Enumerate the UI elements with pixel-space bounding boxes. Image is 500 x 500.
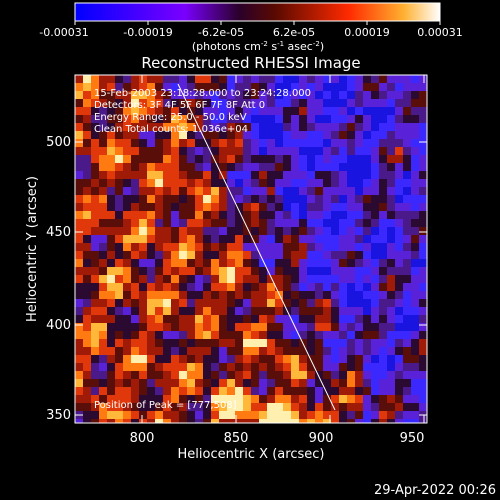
x-tick-label: 850 (224, 431, 249, 446)
heatmap-cells (75, 75, 427, 423)
annotation-peak-position: Position of Peak = [777,508] (94, 400, 237, 411)
colorbar-tick-label: 0.00019 (344, 26, 390, 39)
y-tick-label: 450 (46, 225, 71, 240)
y-tick-label: 350 (46, 408, 71, 423)
y-tick-label: 500 (46, 135, 71, 150)
annotation-clean-counts: Clean Total counts: 1.036e+04 (94, 124, 248, 135)
colorbar-tick-label: -0.00031 (39, 26, 88, 39)
x-tick-label: 900 (309, 431, 334, 446)
colorbar-units: (photons cm-2 s-1 asec-2) (192, 40, 324, 53)
rhessi-image (75, 75, 427, 423)
footer-timestamp: 29-Apr-2022 00:26 (374, 483, 496, 498)
colorbar-tick-label: 0.00031 (417, 26, 463, 39)
colorbar (74, 2, 441, 22)
colorbar-tick-label: -0.00019 (123, 26, 172, 39)
x-tick-label: 950 (400, 431, 425, 446)
y-tick-marks (75, 141, 427, 416)
x-tick-label: 800 (130, 431, 155, 446)
y-axis-label: Heliocentric Y (arcsec) (25, 176, 40, 322)
solar-limb-line (177, 83, 336, 411)
colorbar-tick-label: -6.2e-05 (198, 26, 244, 39)
colorbar-tick-label: 6.2e-05 (273, 26, 315, 39)
plot-title: Reconstructed RHESSI Image (141, 54, 360, 72)
annotation-time-range: 15-Feb-2003 23:18:28.000 to 23:24:28.000 (94, 88, 311, 99)
annotation-detectors: Detectors: 3F 4F 5F 6F 7F 8F Att 0 (94, 100, 265, 111)
y-tick-label: 400 (46, 318, 71, 333)
x-axis-label: Heliocentric X (arcsec) (178, 447, 325, 462)
x-tick-marks (141, 75, 425, 423)
annotation-energy-range: Energy Range: 25.0 - 50.0 keV (94, 112, 247, 123)
colorbar-tick-marks (74, 21, 441, 25)
plot-frame (74, 74, 428, 424)
